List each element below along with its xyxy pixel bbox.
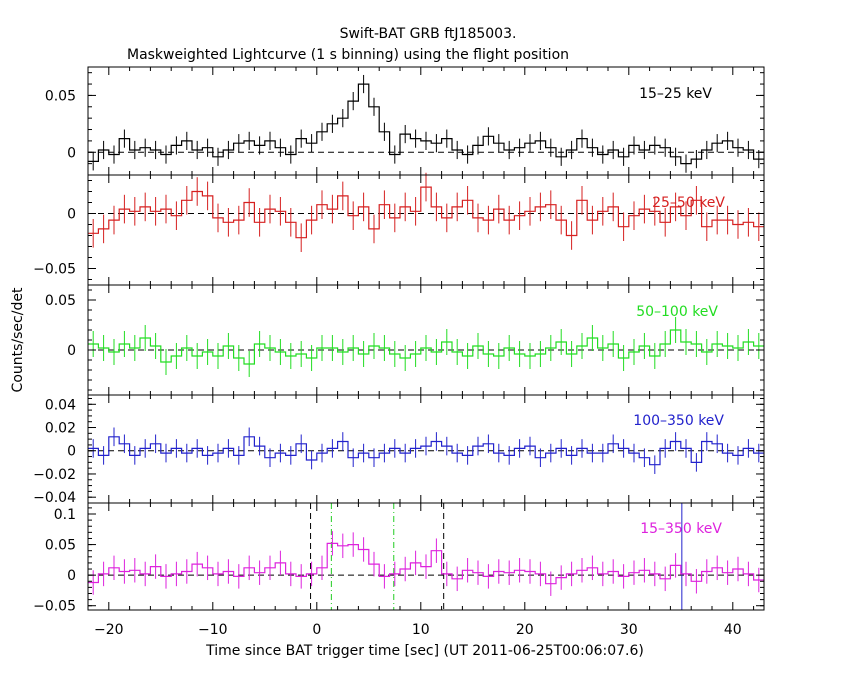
band-label: 15–350 keV [640, 521, 722, 537]
panel-4: −0.04 −0.02 0 0.02 0.04 100–350 keV [33, 394, 765, 506]
panel-3: 0 0.05 50–100 keV [45, 284, 765, 396]
data-series [88, 83, 764, 165]
y-tick-label: 0 [67, 145, 76, 161]
chart-title: Swift-BAT GRB ftJ185003. [340, 26, 517, 42]
y-tick-label: 0.05 [45, 88, 76, 104]
y-tick-label: 0.05 [45, 293, 76, 309]
x-tick-label: 10 [412, 622, 430, 638]
band-label: 15–25 keV [639, 86, 712, 102]
y-tick-label: 0.05 [45, 538, 76, 554]
x-tick-label: −10 [198, 622, 228, 638]
data-series [88, 186, 764, 239]
band-label: 25–50 keV [652, 195, 725, 211]
y-tick-label: 0 [67, 444, 76, 460]
y-tick-label: −0.04 [33, 490, 76, 506]
y-tick-label: −0.05 [33, 599, 76, 615]
x-tick-label: 30 [620, 622, 638, 638]
y-axis-label: Counts/sec/det [10, 287, 26, 392]
data-series [88, 542, 764, 585]
panel-5: −0.05 0 0.05 0.1 15–350 keV [33, 502, 765, 615]
x-tick-label: 20 [516, 622, 534, 638]
data-series [88, 436, 764, 466]
y-tick-label: 0.04 [45, 397, 76, 413]
y-tick-label: 0 [67, 568, 76, 584]
x-tick-label: −20 [94, 622, 124, 638]
data-series [88, 329, 764, 365]
x-tick-label: 40 [724, 622, 742, 638]
y-tick-label: 0.02 [45, 421, 76, 437]
y-tick-label: −0.05 [33, 262, 76, 278]
x-tick-label: 0 [312, 622, 321, 638]
panel-1: 0 0.05 15–25 keV [45, 66, 765, 176]
y-tick-label: 0 [67, 207, 76, 223]
y-tick-label: 0 [67, 343, 76, 359]
panels: 0 0.05 15–25 keV −0.05 0 25–50 keV 0 0.05 50–100… [33, 66, 765, 638]
panel-2: −0.05 0 25–50 keV [33, 172, 765, 286]
y-tick-label: −0.02 [33, 467, 76, 483]
chart-subtitle: Maskweighted Lightcurve (1 s binning) us… [127, 47, 569, 63]
band-label: 50–100 keV [636, 304, 718, 320]
band-label: 100–350 keV [633, 413, 724, 429]
x-axis-label: Time since BAT trigger time [sec] (UT 20… [205, 643, 644, 659]
panel-frame [87, 66, 765, 176]
y-tick-label: 0.1 [54, 507, 76, 523]
